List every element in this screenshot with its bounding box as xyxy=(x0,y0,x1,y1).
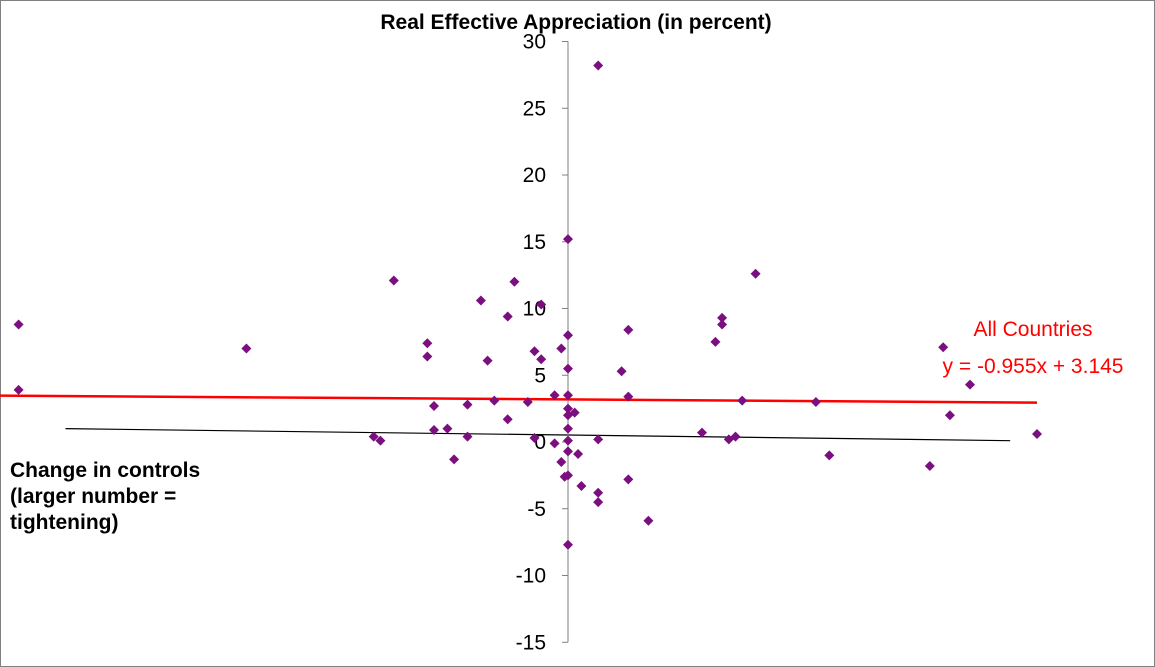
data-point xyxy=(810,396,821,407)
data-point xyxy=(549,438,560,449)
data-point xyxy=(623,391,634,402)
data-point xyxy=(944,410,955,421)
data-point xyxy=(563,363,573,374)
data-point xyxy=(563,539,573,550)
data-point xyxy=(422,351,433,362)
data-point xyxy=(536,354,547,365)
data-point xyxy=(563,330,573,341)
y-tick-label: -5 xyxy=(527,498,546,521)
point-layer xyxy=(13,60,1042,550)
data-point xyxy=(938,342,949,353)
y-tick-label: 30 xyxy=(523,31,546,54)
y-tick-label: 25 xyxy=(523,97,546,120)
data-point xyxy=(449,454,460,465)
x-axis-label-line-3: tightening) xyxy=(10,511,118,534)
data-point xyxy=(593,434,604,445)
data-point xyxy=(573,449,584,460)
y-tick-label: -15 xyxy=(516,631,546,654)
data-point xyxy=(750,268,761,279)
data-point xyxy=(563,390,573,401)
data-point xyxy=(429,424,439,435)
data-point xyxy=(536,299,547,310)
data-point xyxy=(241,343,252,354)
data-point xyxy=(593,60,604,71)
data-point xyxy=(556,457,567,468)
trendline-name-label: All Countries xyxy=(973,318,1092,341)
x-axis-label-line-2: (larger number = xyxy=(10,485,176,508)
data-point xyxy=(563,403,573,414)
data-point xyxy=(368,431,379,442)
data-point xyxy=(1032,428,1042,439)
data-point xyxy=(556,343,567,354)
data-point xyxy=(697,427,707,438)
data-point xyxy=(717,312,728,323)
data-point xyxy=(502,311,513,322)
data-point xyxy=(509,276,520,287)
data-point xyxy=(422,338,433,349)
x-axis-label-line-1: Change in controls xyxy=(10,459,200,482)
data-point xyxy=(730,431,741,442)
data-point xyxy=(563,234,573,245)
data-point xyxy=(388,275,399,286)
data-point xyxy=(489,395,500,406)
chart-title: Real Effective Appreciation (in percent) xyxy=(380,11,771,34)
data-point xyxy=(563,423,573,434)
data-point xyxy=(475,295,486,306)
data-point xyxy=(13,319,24,330)
trendline-layer xyxy=(0,394,1038,442)
y-tick-label: 0 xyxy=(534,431,546,454)
data-point xyxy=(502,414,513,425)
y-tick-label: 20 xyxy=(523,164,546,187)
data-point xyxy=(563,446,573,457)
data-point xyxy=(442,423,453,434)
data-point xyxy=(717,319,728,330)
data-point xyxy=(643,515,654,526)
data-point xyxy=(529,346,540,357)
trendline-all-countries xyxy=(0,394,1038,404)
y-tick-label: 15 xyxy=(523,231,546,254)
data-point xyxy=(824,450,835,461)
data-point xyxy=(375,435,386,446)
data-point xyxy=(569,407,580,418)
data-point xyxy=(462,431,473,442)
data-point xyxy=(13,384,24,395)
data-point xyxy=(563,470,573,481)
data-point xyxy=(429,400,439,411)
data-point xyxy=(593,487,604,498)
data-point xyxy=(593,497,604,508)
data-point xyxy=(623,324,634,335)
data-point xyxy=(710,336,721,347)
y-tick-label: 5 xyxy=(534,364,546,387)
data-point xyxy=(965,379,975,390)
data-point xyxy=(529,432,540,443)
data-point xyxy=(576,481,587,492)
data-point xyxy=(623,474,634,485)
trendline-secondary xyxy=(65,428,1011,442)
data-point xyxy=(522,396,533,407)
trendline-equation-label: y = -0.955x + 3.145 xyxy=(943,355,1124,378)
data-point xyxy=(616,366,627,377)
data-point xyxy=(737,395,748,406)
data-point xyxy=(462,399,473,410)
data-point xyxy=(924,461,935,472)
data-point xyxy=(549,390,560,401)
data-point xyxy=(563,435,573,446)
y-tick-label: -10 xyxy=(516,565,546,588)
data-point xyxy=(482,355,493,366)
